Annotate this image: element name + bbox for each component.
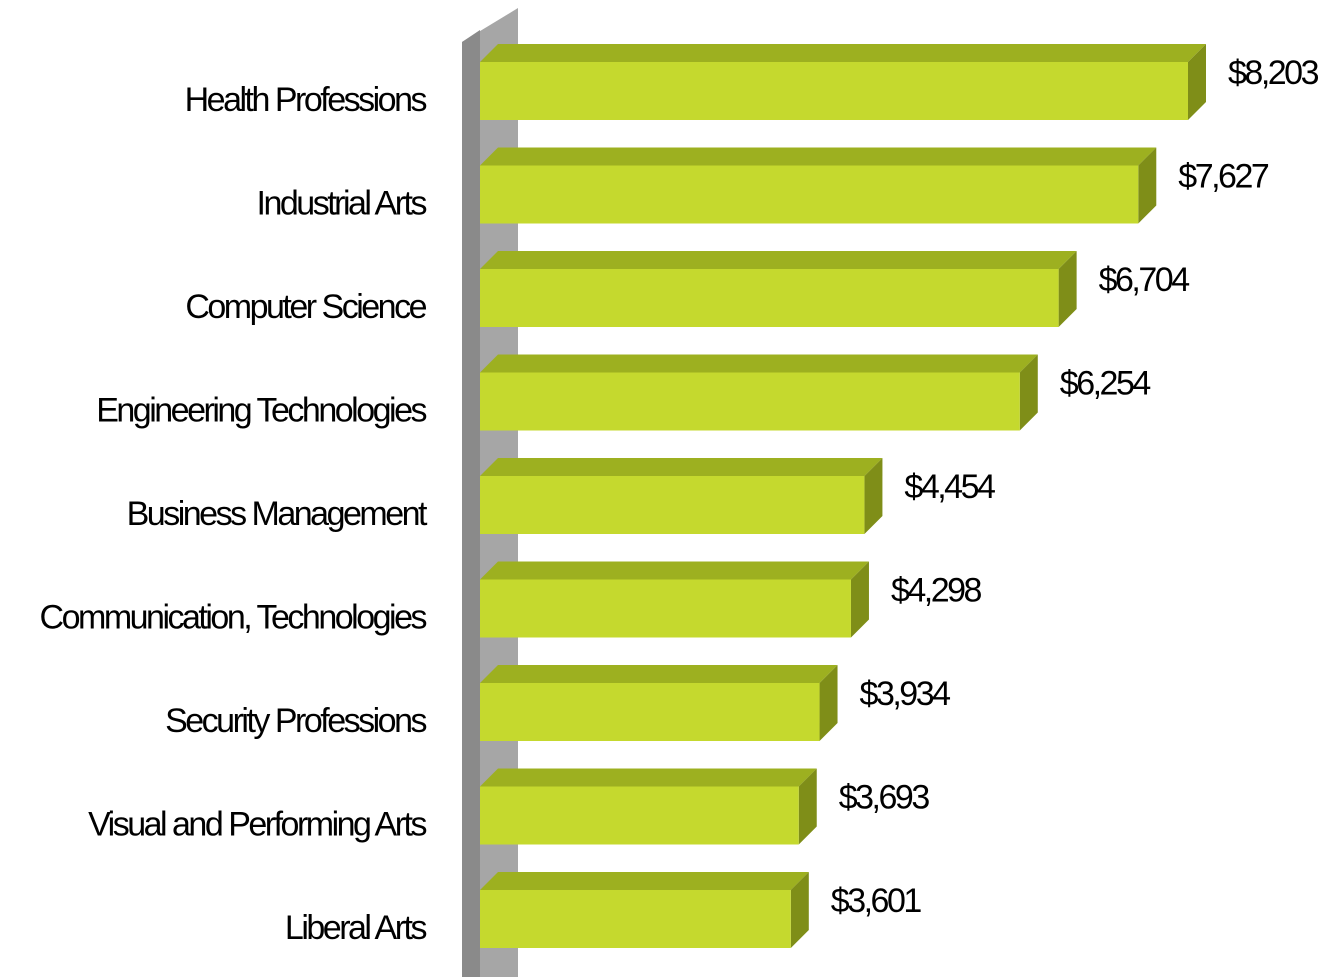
value-label: $3,934 [860,675,951,713]
bar [480,561,869,638]
bar-top [480,665,838,683]
bar-front [480,476,865,534]
bar-top [480,147,1157,166]
value-label: $7,627 [1178,157,1269,195]
bar [480,251,1077,327]
value-label: $6,704 [1099,261,1190,299]
bar [480,458,883,534]
bar-top [480,872,809,890]
bar-front [480,786,799,845]
bar-front [480,269,1059,327]
bar-top [480,561,869,580]
bar-front [480,165,1139,224]
bar-side [1188,44,1206,120]
bar [480,768,817,845]
bar-top [480,44,1206,62]
value-label: $6,254 [1060,364,1151,402]
bar-top [480,768,817,787]
bar [480,665,838,741]
bar-front [480,683,820,741]
bar-front [480,62,1188,120]
bar [480,354,1038,431]
wall-side [462,30,480,977]
bar-front [480,372,1020,431]
value-label: $3,693 [839,778,930,816]
bar-top [480,458,883,476]
category-label: Security Professions [165,702,426,740]
value-label: $4,298 [891,571,982,609]
bar-front [480,579,851,638]
bar [480,147,1157,224]
bar-side [850,561,869,638]
value-label: $3,601 [831,882,922,920]
category-label: Communication, Technologies [40,598,427,636]
bar-side [864,458,883,534]
bar [480,44,1206,120]
bar-side [1058,251,1077,327]
category-label: Industrial Arts [257,184,427,222]
category-label: Visual and Performing Arts [88,805,426,843]
value-label: $4,454 [904,468,995,506]
category-label: Computer Science [185,288,426,326]
bar-front [480,890,791,948]
category-label: Health Professions [185,81,427,119]
bar-top [480,354,1038,373]
bar-side [1019,354,1038,431]
category-label: Liberal Arts [285,909,427,947]
bar-side [790,872,809,948]
bar-top [480,251,1077,269]
bar-side [1138,147,1157,224]
bar-side [798,768,817,845]
bar [480,872,809,948]
bar-side [819,665,838,741]
value-label: $8,203 [1228,54,1319,92]
category-label: Business Management [127,495,428,533]
category-label: Engineering Technologies [96,391,426,429]
